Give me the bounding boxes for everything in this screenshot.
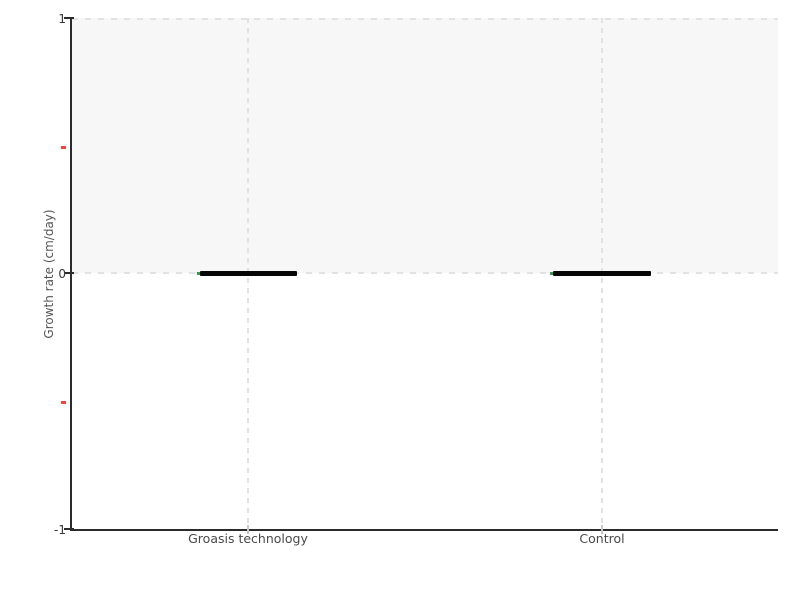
shaded-band-0-to-1 (72, 18, 778, 273)
x-category-label-control: Control (579, 531, 625, 546)
median-bar-control (553, 271, 651, 276)
x-tick-control (601, 525, 603, 534)
gridline-horizontal-y1 (72, 18, 778, 20)
gridline-horizontal-y0 (72, 272, 778, 274)
x-category-label-groasis: Groasis technology (188, 531, 308, 546)
y-tick-label-neg1: -1 (54, 523, 66, 537)
x-axis-line (70, 529, 778, 531)
y-tick-major-0 (64, 272, 74, 274)
y-tick-minor-0.5 (61, 146, 66, 149)
y-tick-minor-neg0.5 (61, 401, 66, 404)
x-tick-groasis (247, 525, 249, 534)
y-tick-major-neg1 (64, 528, 74, 530)
y-tick-label-1: 1 (58, 12, 66, 26)
y-tick-label-0: 0 (58, 267, 66, 281)
median-bar-groasis (200, 271, 297, 276)
y-axis-line (70, 18, 72, 531)
y-axis-title: Growth rate (cm/day) (42, 209, 56, 339)
y-tick-major-1 (64, 17, 74, 19)
mean-marker-control (550, 272, 554, 275)
mean-marker-groasis (197, 272, 201, 275)
